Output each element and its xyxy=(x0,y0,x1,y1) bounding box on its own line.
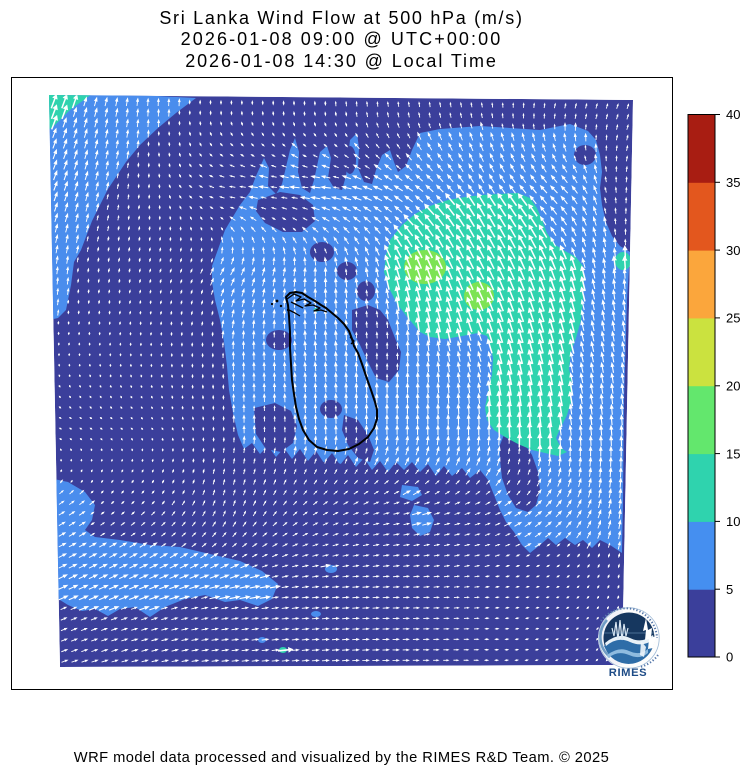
svg-text:15: 15 xyxy=(726,446,740,461)
svg-text:5: 5 xyxy=(726,582,733,597)
svg-text:20: 20 xyxy=(726,378,740,393)
svg-text:40: 40 xyxy=(726,107,740,122)
svg-text:25: 25 xyxy=(726,311,740,326)
svg-text:10: 10 xyxy=(726,514,740,529)
svg-text:0: 0 xyxy=(726,650,733,665)
svg-text:35: 35 xyxy=(726,175,740,190)
svg-text:RIMES: RIMES xyxy=(609,667,647,679)
svg-text:30: 30 xyxy=(726,243,740,258)
